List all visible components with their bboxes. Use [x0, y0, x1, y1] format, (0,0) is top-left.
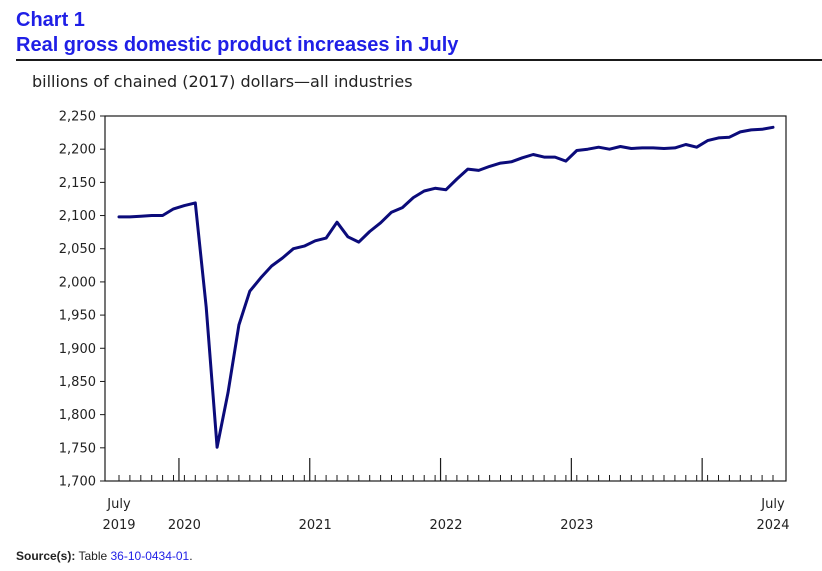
y-tick-label: 1,700 — [59, 475, 96, 490]
y-tick-label: 2,150 — [59, 176, 96, 191]
y-tick-label: 2,050 — [59, 242, 96, 257]
x-axis: July 2019 2020 2021 2022 2023 July 2024 — [102, 458, 790, 533]
y-tick-label: 1,950 — [59, 309, 96, 324]
y-tick-label: 1,750 — [59, 441, 96, 456]
x-tick-label-year: 2024 — [756, 518, 789, 533]
y-tick-label: 1,850 — [59, 375, 96, 390]
x-tick-label-month: July — [106, 497, 131, 512]
source-text: Table — [78, 549, 111, 563]
source-note: Source(s): Table 36-10-0434-01. — [16, 549, 193, 563]
series-group — [117, 125, 775, 449]
x-tick-label-year: 2021 — [299, 518, 332, 533]
y-tick-label: 2,000 — [59, 275, 96, 290]
y-tick-label: 2,200 — [59, 143, 96, 158]
chart-title: Real gross domestic product increases in… — [16, 34, 459, 56]
title-divider — [16, 59, 822, 61]
source-label: Source(s): — [16, 549, 76, 563]
y-tick-label: 2,100 — [59, 209, 96, 224]
x-tick-label-year: 2023 — [560, 518, 593, 533]
plot-frame — [104, 115, 787, 482]
x-tick-label-year: 2019 — [102, 518, 135, 533]
y-axis-unit-label: billions of chained (2017) dollars—all i… — [32, 72, 413, 91]
chart-number: Chart 1 — [16, 9, 85, 31]
y-tick-label: 2,250 — [59, 110, 96, 125]
source-suffix: . — [189, 549, 193, 563]
y-axis: 1,700 1,750 1,800 1,850 1,900 1,950 2,000 2,050… — [59, 110, 105, 490]
y-tick-label: 1,900 — [59, 342, 96, 357]
source-table-link[interactable]: 36-10-0434-01 — [110, 549, 190, 563]
x-tick-label-year: 2020 — [168, 518, 201, 533]
series-line-real-gdp — [117, 125, 775, 449]
y-tick-label: 1,800 — [59, 408, 96, 423]
line-chart: 1,700 1,750 1,800 1,850 1,900 1,950 2,000 2,050… — [59, 110, 790, 534]
x-tick-label-year: 2022 — [429, 518, 462, 533]
x-tick-label-month: July — [760, 497, 785, 512]
